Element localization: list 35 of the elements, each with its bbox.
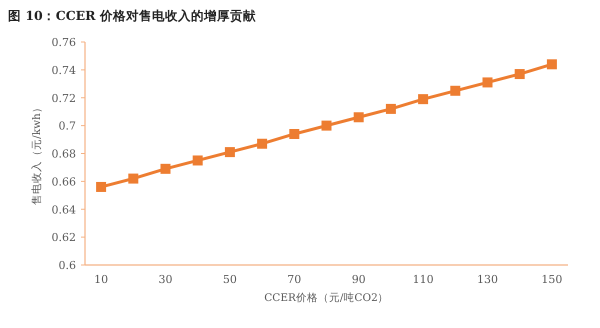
x-tick-label: 50	[222, 273, 237, 286]
point	[128, 174, 138, 184]
point	[224, 147, 235, 158]
y-tick-label: 0.66	[52, 175, 76, 188]
point	[450, 86, 460, 96]
point	[418, 94, 428, 104]
point	[257, 138, 268, 149]
x-tick-label: 110	[412, 273, 434, 286]
y-tick-label: 0.72	[52, 92, 76, 105]
y-tick-label: 0.68	[52, 148, 76, 160]
y-tick-label: 0.64	[52, 203, 76, 216]
point	[192, 155, 203, 166]
x-tick-label: 90	[352, 273, 366, 286]
x-tick-label: 70	[287, 273, 302, 286]
y-tick-label: 0.74	[52, 64, 76, 77]
point	[482, 77, 492, 88]
point	[546, 59, 557, 70]
x-tick-label: 10	[94, 273, 108, 286]
x-axis-title: CCER价格（元/吨CO2）	[264, 291, 389, 304]
point	[514, 69, 525, 80]
point	[354, 112, 364, 122]
point	[322, 120, 332, 131]
y-tick-label: 0.6	[58, 259, 76, 272]
y-tick-label: 0.7	[58, 120, 76, 133]
x-tick-label: 150	[541, 273, 562, 286]
point	[386, 104, 396, 114]
y-axis-title: 售电收入（元/kwh）	[30, 102, 43, 205]
chart-title: 图 10：CCER 价格对售电收入的增厚贡献	[8, 8, 257, 23]
point	[96, 182, 106, 192]
y-tick-label: 0.76	[52, 36, 76, 49]
y-tick-label: 0.62	[52, 231, 76, 244]
point	[289, 128, 300, 139]
point	[160, 164, 170, 174]
x-tick-label: 30	[158, 273, 172, 286]
x-tick-label: 130	[477, 273, 498, 286]
